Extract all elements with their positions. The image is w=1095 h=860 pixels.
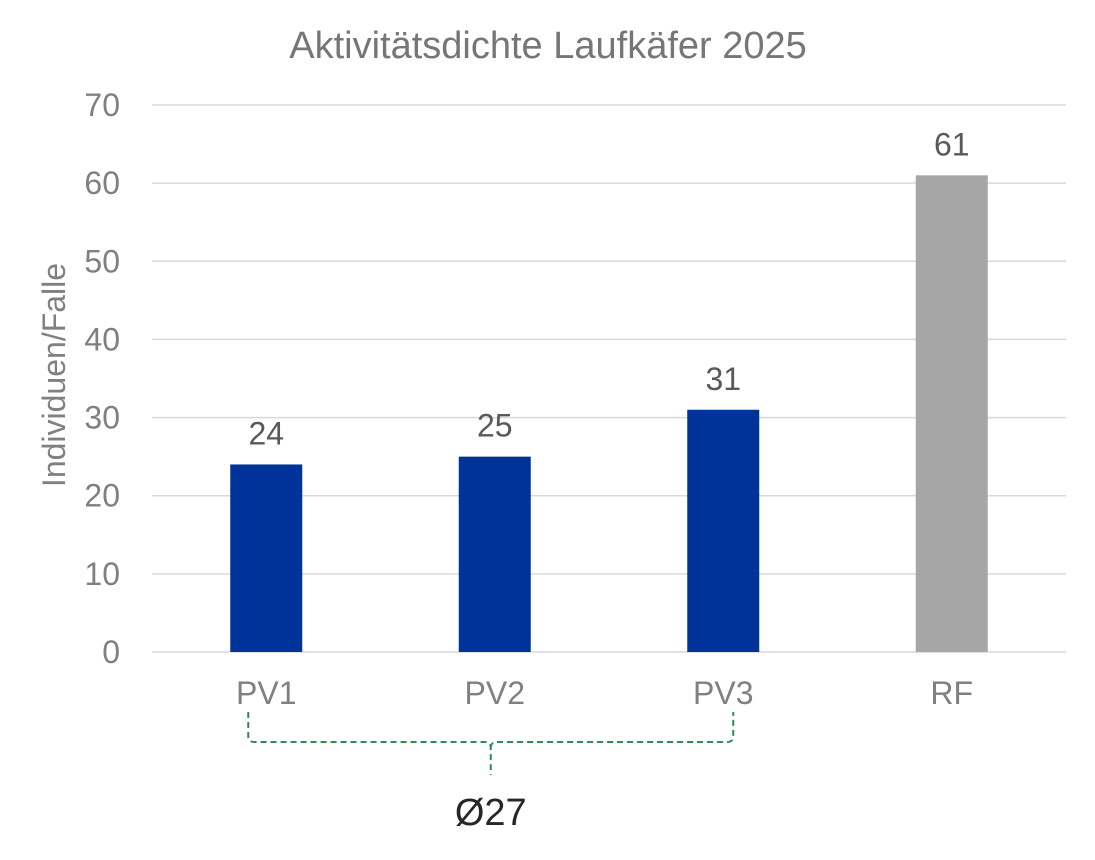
x-category-pv2: PV2 [465, 675, 525, 711]
data-labels: 24 25 31 61 [248, 126, 969, 451]
x-axis-categories: PV1 PV2 PV3 RF [236, 675, 973, 711]
bar-rf [915, 175, 988, 653]
bars [230, 175, 988, 653]
y-tick-label-70: 70 [84, 87, 120, 123]
gridlines [152, 104, 1066, 653]
bar-pv2 [458, 456, 531, 652]
data-label-pv1: 24 [248, 415, 284, 451]
y-tick-label-60: 60 [84, 165, 120, 201]
y-axis-ticks: 0 10 20 30 40 50 60 70 [84, 87, 120, 670]
y-axis-label: Individuen/Falle [36, 263, 72, 487]
y-tick-label-0: 0 [102, 634, 120, 670]
y-tick-label-10: 10 [84, 556, 120, 592]
bar-pv3 [687, 409, 760, 652]
y-tick-label-20: 20 [84, 478, 120, 514]
y-tick-label-40: 40 [84, 321, 120, 357]
bar-pv1 [230, 464, 303, 652]
average-annotation: Ø27 [247, 712, 735, 834]
x-category-pv3: PV3 [693, 675, 753, 711]
x-category-pv1: PV1 [236, 675, 296, 711]
average-bracket [247, 712, 735, 775]
x-category-rf: RF [930, 675, 973, 711]
data-label-rf: 61 [934, 126, 970, 162]
data-label-pv3: 31 [705, 361, 741, 397]
average-label: Ø27 [455, 792, 527, 834]
data-label-pv2: 25 [477, 408, 513, 444]
y-tick-label-30: 30 [84, 400, 120, 436]
chart-title: Aktivitätsdichte Laufkäfer 2025 [289, 25, 807, 67]
y-tick-label-50: 50 [84, 243, 120, 279]
